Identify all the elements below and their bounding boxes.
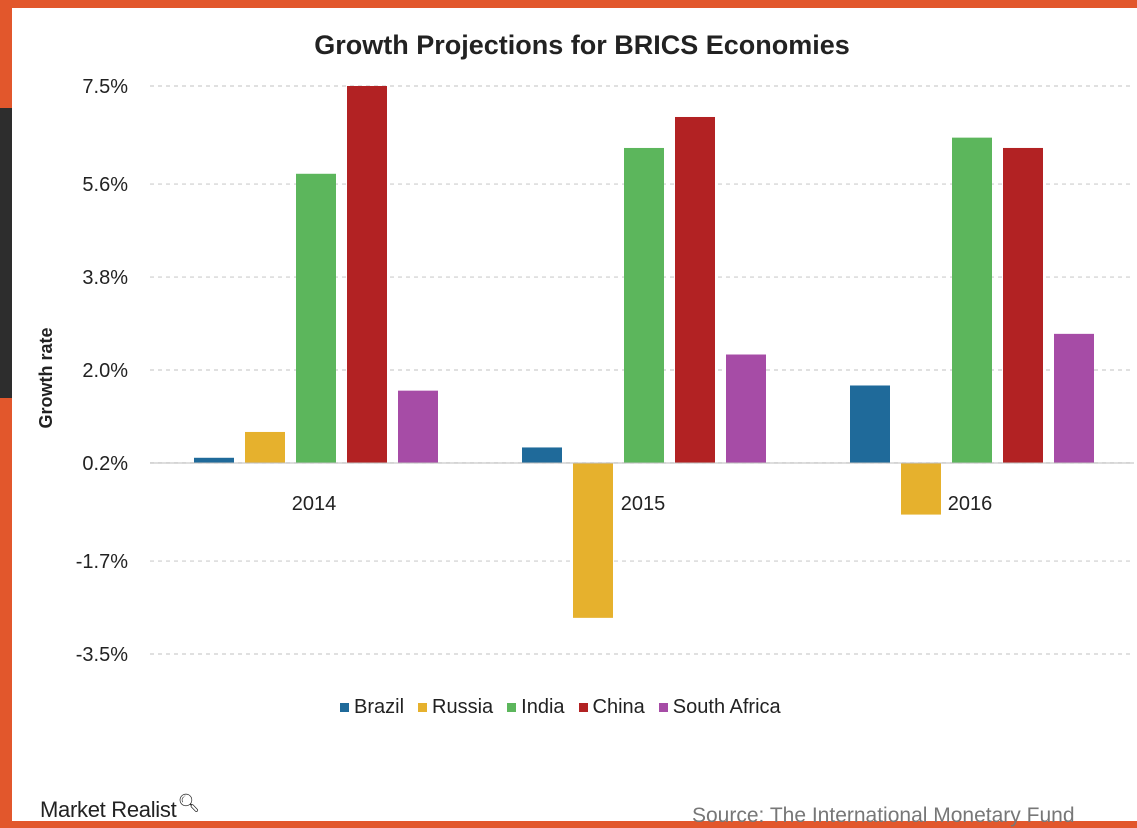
bar-chart: 7.5% 5.6% 3.8% 2.0% 0.2% -1.7% -3.5% Growth rat… [36,76,1134,666]
legend-item: India [507,696,565,719]
bar-south-africa [1054,333,1094,463]
legend-item: Brazil [340,696,404,719]
x-tick-label: 2016 [948,493,993,515]
bar-india [624,147,664,463]
bar-brazil [194,457,234,463]
bar-brazil [522,447,562,463]
chart-card: Growth Projections for BRICS Economies 7… [12,8,1137,827]
bar-china [675,116,715,463]
legend-swatch [507,703,517,712]
y-axis-label: Growth rate [36,327,56,428]
bar-south-africa [398,390,438,463]
bar-china [1003,147,1043,463]
bar-india [952,137,992,463]
legend-swatch [578,703,588,712]
bar-india [296,173,336,463]
legend-swatch [658,703,668,712]
y-tick-label: 3.8% [82,267,128,289]
legend-item: South Africa [658,696,781,719]
legend-label: South Africa [672,696,781,718]
bar-russia [245,431,285,463]
logo-text: Market Realist [40,797,177,822]
bar-south-africa [726,354,766,463]
bar-china [347,86,387,463]
bar-russia [901,462,941,515]
legend-label: India [521,696,565,718]
y-tick-label: 5.6% [82,174,128,196]
legend-label: Brazil [354,696,405,718]
y-tick-label: 2.0% [82,360,128,382]
y-tick-label: 0.2% [82,453,128,475]
legend-label: China [592,696,645,718]
source-note: Source: The International Monetary Fund [692,804,1075,827]
chart-title: Growth Projections for BRICS Economies [314,30,850,60]
bar-russia [573,462,613,618]
legend-swatch [340,703,349,712]
legend-swatch [418,703,428,712]
x-tick-label: 2014 [292,493,337,515]
bar-brazil [850,385,890,463]
search-icon: 🔍︎ [177,793,200,813]
y-tick-label: 7.5% [82,76,128,98]
chart-legend: Brazil Russia India China South Africa [340,696,781,719]
legend-label: Russia [432,696,494,718]
legend-item: Russia [418,696,493,719]
market-realist-logo: Market Realist🔍︎ [40,793,200,823]
x-tick-label: 2015 [621,493,666,515]
y-tick-label: -1.7% [76,551,128,573]
y-tick-label: -3.5% [76,644,128,666]
legend-item: China [578,696,645,719]
